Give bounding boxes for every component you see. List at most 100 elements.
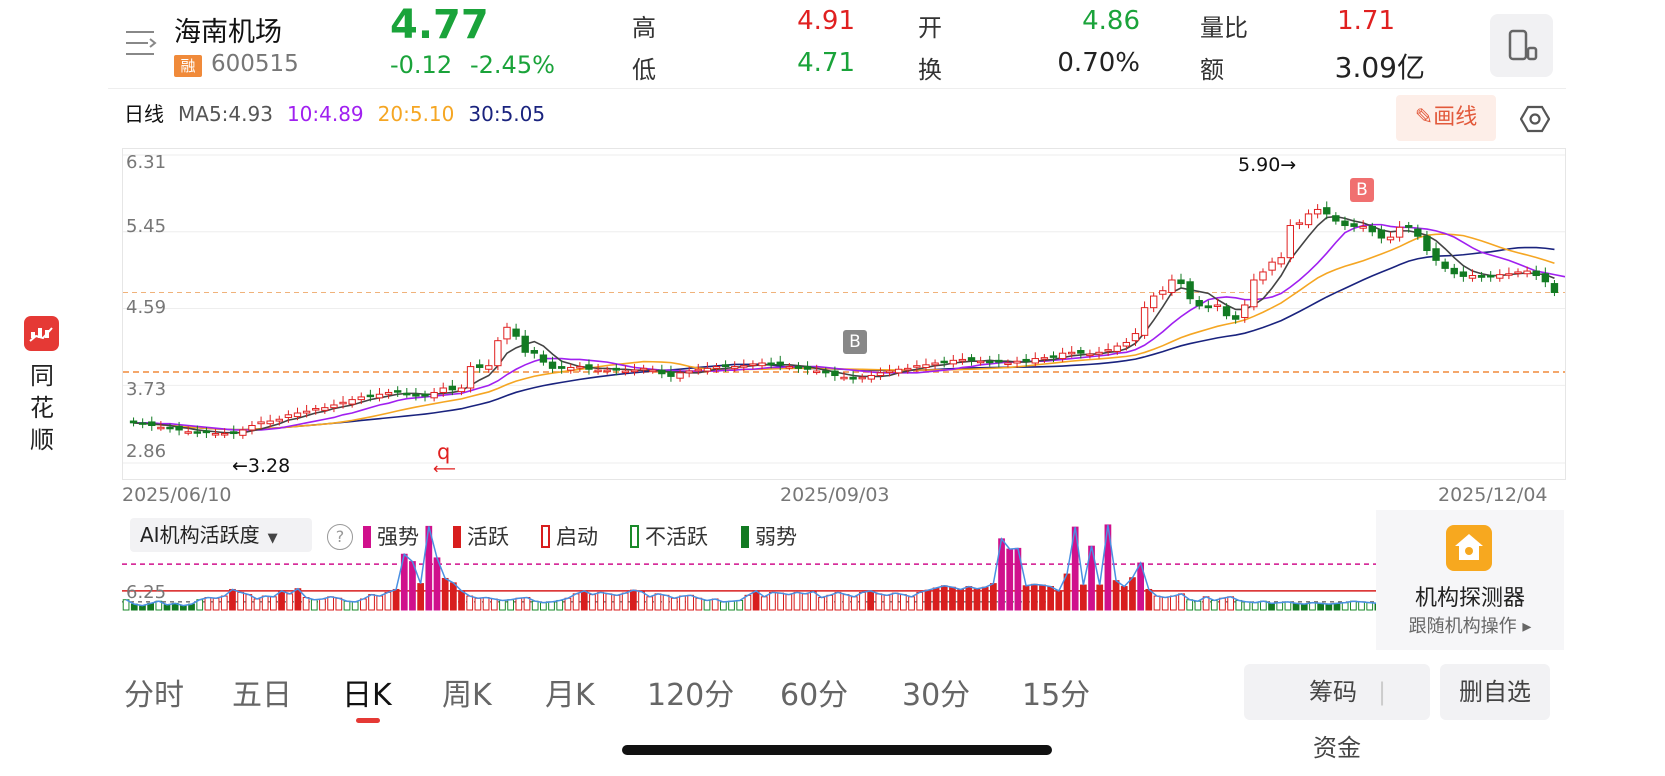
candle-body xyxy=(1004,362,1012,366)
activity-bar xyxy=(589,594,596,611)
candle-body xyxy=(667,371,675,377)
legend-swatch-strong xyxy=(363,526,371,548)
candle-body xyxy=(448,385,457,391)
tab-five-day[interactable]: 五日 xyxy=(232,678,292,713)
activity-bar xyxy=(883,594,891,611)
activity-bar xyxy=(834,591,842,611)
candle-body xyxy=(803,366,812,370)
candle-body xyxy=(357,396,365,401)
tab-weekly-k[interactable]: 周K xyxy=(442,678,492,713)
activity-bar xyxy=(1284,601,1292,611)
candle-body xyxy=(293,412,302,418)
activity-bar xyxy=(1219,597,1226,611)
candle-body xyxy=(430,391,438,399)
activity-bar xyxy=(556,599,564,611)
tab-120min[interactable]: 120分 xyxy=(647,678,735,713)
indicator-chart[interactable] xyxy=(122,510,1382,650)
delete-watchlist-button[interactable]: 删自选 xyxy=(1440,664,1550,720)
tab-monthly-k[interactable]: 月K xyxy=(545,678,595,713)
draw-line-button[interactable]: ✎画线 xyxy=(1396,95,1496,141)
kline-chart[interactable] xyxy=(122,148,1573,480)
high-label: 高 xyxy=(632,14,656,42)
max-price-annotation: 5.90→ xyxy=(1238,154,1297,176)
candle-body xyxy=(1168,279,1176,293)
activity-bar xyxy=(842,594,850,611)
settings-icon[interactable] xyxy=(1519,104,1551,134)
candle-body xyxy=(1268,261,1276,271)
candle-body xyxy=(248,425,256,431)
activity-bar xyxy=(638,591,645,611)
candle-body xyxy=(330,404,338,409)
activity-bar xyxy=(621,592,629,611)
activity-bar xyxy=(744,594,752,611)
detector-subtitle[interactable]: 跟随机构操作 ▸ xyxy=(1408,616,1532,637)
activity-bar xyxy=(605,593,613,611)
amount-value: 3.09亿 xyxy=(1334,51,1425,84)
activity-bar xyxy=(736,599,744,611)
tab-60min[interactable]: 60分 xyxy=(780,678,849,713)
legend-label-start: 启动 xyxy=(556,525,598,549)
activity-bar xyxy=(458,590,465,611)
tab-15min[interactable]: 15分 xyxy=(1022,678,1091,713)
candle-body xyxy=(148,421,156,427)
signal-b-red[interactable]: B xyxy=(1350,178,1374,202)
signal-b-gray[interactable]: B xyxy=(843,330,867,354)
activity-bar xyxy=(1161,597,1169,611)
activity-bar xyxy=(417,583,425,611)
activity-bar xyxy=(867,590,874,611)
candle-body xyxy=(958,358,967,362)
activity-bar xyxy=(1317,602,1324,611)
activity-bar xyxy=(253,598,261,611)
landscape-toggle-button[interactable] xyxy=(1490,14,1553,77)
candle-body xyxy=(1231,315,1240,320)
activity-bar xyxy=(793,591,801,611)
candle-body xyxy=(831,370,839,377)
candle-body xyxy=(967,357,976,361)
activity-bar xyxy=(482,597,490,611)
app-logo-icon[interactable] xyxy=(24,316,59,351)
tab-daily-k[interactable]: 日K xyxy=(342,678,392,713)
activity-bar xyxy=(760,596,768,611)
candle-body xyxy=(1332,215,1340,222)
menu-icon[interactable] xyxy=(124,28,158,58)
ma5-value: MA5:4.93 xyxy=(178,102,273,126)
activity-bar xyxy=(270,596,277,611)
chip-button[interactable]: 筹码 xyxy=(1308,678,1357,706)
detector-title: 机构探测器 xyxy=(1414,586,1525,611)
volume-ratio-value: 1.71 xyxy=(1337,6,1395,36)
candle-body xyxy=(129,420,138,424)
candle-body xyxy=(576,366,584,369)
candle-body xyxy=(785,366,794,369)
candle-body xyxy=(1414,228,1422,237)
activity-bar xyxy=(1039,584,1046,611)
activity-bar xyxy=(212,597,220,611)
activity-bar xyxy=(368,594,375,611)
activity-bar xyxy=(875,593,883,611)
activity-bar xyxy=(801,593,809,611)
candle-body xyxy=(339,401,347,405)
y-tick-6-31: 6.31 xyxy=(126,152,167,173)
activity-bar xyxy=(1251,602,1259,611)
legend-start: 启动 xyxy=(541,521,598,551)
candle-body xyxy=(885,370,894,374)
fund-button[interactable]: 资金 xyxy=(1313,734,1361,762)
activity-bar xyxy=(564,597,572,611)
candle-body xyxy=(557,366,566,369)
activity-bar xyxy=(597,591,605,611)
tab-30min[interactable]: 30分 xyxy=(902,678,971,713)
current-price: 4.77 xyxy=(390,2,489,48)
candle-body xyxy=(421,393,429,397)
activity-bar xyxy=(531,600,539,611)
candle-body xyxy=(1514,271,1522,274)
candle-body xyxy=(1505,273,1513,276)
activity-bar xyxy=(810,591,817,611)
candle-body xyxy=(1496,274,1504,279)
tab-intraday[interactable]: 分时 xyxy=(124,678,184,713)
candle-body xyxy=(1468,275,1477,279)
help-icon[interactable]: ? xyxy=(327,524,353,550)
candle-body xyxy=(585,364,593,370)
activity-bar xyxy=(163,604,171,611)
indicator-select[interactable]: AI机构活跃度 ▼ xyxy=(130,518,312,552)
activity-bar xyxy=(916,591,924,611)
activity-bar xyxy=(777,592,784,611)
